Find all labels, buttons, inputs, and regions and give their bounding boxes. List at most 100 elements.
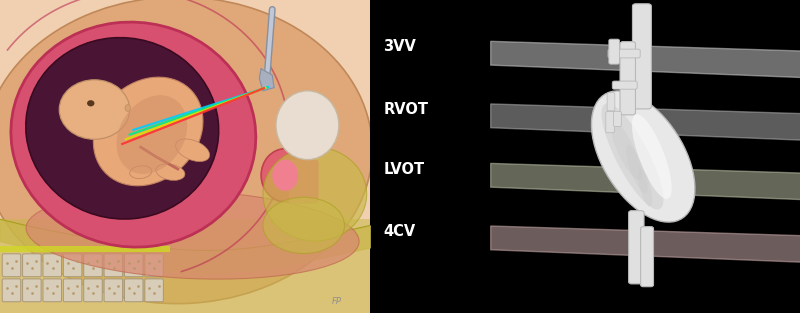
Ellipse shape <box>94 77 203 186</box>
Ellipse shape <box>130 166 152 178</box>
Point <box>70 284 83 289</box>
Text: 3VV: 3VV <box>383 39 416 54</box>
Point <box>46 290 59 295</box>
Point <box>102 260 115 265</box>
Ellipse shape <box>117 95 187 174</box>
FancyBboxPatch shape <box>125 254 143 277</box>
Polygon shape <box>490 41 800 79</box>
Ellipse shape <box>26 38 218 219</box>
FancyBboxPatch shape <box>43 279 62 302</box>
FancyBboxPatch shape <box>104 279 122 302</box>
Point <box>143 285 156 290</box>
Point <box>107 290 120 295</box>
Ellipse shape <box>602 103 663 210</box>
Ellipse shape <box>263 147 366 241</box>
Ellipse shape <box>591 91 695 222</box>
Ellipse shape <box>0 0 372 304</box>
Text: 4CV: 4CV <box>383 224 415 239</box>
Point <box>30 259 42 264</box>
Polygon shape <box>490 104 800 142</box>
Point <box>41 260 54 265</box>
Point <box>128 265 141 270</box>
Point <box>82 285 94 290</box>
FancyBboxPatch shape <box>145 254 163 277</box>
Point <box>143 260 156 265</box>
FancyBboxPatch shape <box>104 254 122 277</box>
FancyBboxPatch shape <box>43 254 62 277</box>
Point <box>21 285 34 290</box>
Ellipse shape <box>176 139 210 162</box>
FancyBboxPatch shape <box>606 111 614 133</box>
Point <box>26 265 38 270</box>
Text: RVOT: RVOT <box>383 102 428 117</box>
Point <box>66 265 79 270</box>
FancyBboxPatch shape <box>0 246 170 252</box>
FancyBboxPatch shape <box>0 0 370 313</box>
FancyBboxPatch shape <box>289 160 318 203</box>
Ellipse shape <box>626 145 648 193</box>
Point <box>0 260 13 265</box>
Point <box>6 265 18 270</box>
Point <box>50 284 63 289</box>
Point <box>26 290 38 295</box>
Point <box>6 290 18 295</box>
Ellipse shape <box>276 91 339 160</box>
Ellipse shape <box>632 114 672 199</box>
FancyBboxPatch shape <box>612 81 637 89</box>
FancyBboxPatch shape <box>84 279 102 302</box>
FancyBboxPatch shape <box>22 279 41 302</box>
FancyBboxPatch shape <box>2 279 21 302</box>
Point <box>122 285 135 290</box>
FancyBboxPatch shape <box>84 254 102 277</box>
Polygon shape <box>490 226 800 264</box>
FancyBboxPatch shape <box>125 279 143 302</box>
FancyBboxPatch shape <box>620 42 635 115</box>
Ellipse shape <box>261 149 310 202</box>
Point <box>152 259 165 264</box>
Point <box>66 290 79 295</box>
Ellipse shape <box>156 164 185 180</box>
Ellipse shape <box>610 121 642 180</box>
Text: LVOT: LVOT <box>383 162 425 177</box>
Point <box>82 260 94 265</box>
FancyBboxPatch shape <box>614 111 622 126</box>
Ellipse shape <box>26 190 359 279</box>
Point <box>70 259 83 264</box>
FancyBboxPatch shape <box>2 254 21 277</box>
Point <box>91 284 104 289</box>
Point <box>111 284 124 289</box>
Ellipse shape <box>11 22 256 247</box>
FancyBboxPatch shape <box>609 39 619 64</box>
Point <box>10 284 22 289</box>
FancyBboxPatch shape <box>22 254 41 277</box>
Point <box>62 285 74 290</box>
Point <box>41 285 54 290</box>
FancyBboxPatch shape <box>607 93 615 111</box>
Point <box>87 265 100 270</box>
Point <box>132 259 145 264</box>
Point <box>91 259 104 264</box>
Point <box>132 284 145 289</box>
FancyBboxPatch shape <box>633 4 651 109</box>
Point <box>102 285 115 290</box>
FancyBboxPatch shape <box>608 49 640 58</box>
Point <box>50 259 63 264</box>
FancyBboxPatch shape <box>63 254 82 277</box>
Ellipse shape <box>125 105 130 111</box>
Point <box>46 265 59 270</box>
FancyBboxPatch shape <box>63 279 82 302</box>
Ellipse shape <box>263 197 345 254</box>
FancyBboxPatch shape <box>145 279 163 302</box>
Point <box>21 260 34 265</box>
Point <box>148 265 161 270</box>
Text: FP: FP <box>331 297 342 305</box>
FancyBboxPatch shape <box>641 227 654 287</box>
Point <box>111 259 124 264</box>
Point <box>128 290 141 295</box>
Ellipse shape <box>638 169 652 206</box>
Point <box>148 290 161 295</box>
FancyBboxPatch shape <box>629 211 644 284</box>
FancyBboxPatch shape <box>0 219 389 313</box>
Point <box>0 285 13 290</box>
Ellipse shape <box>272 160 298 191</box>
